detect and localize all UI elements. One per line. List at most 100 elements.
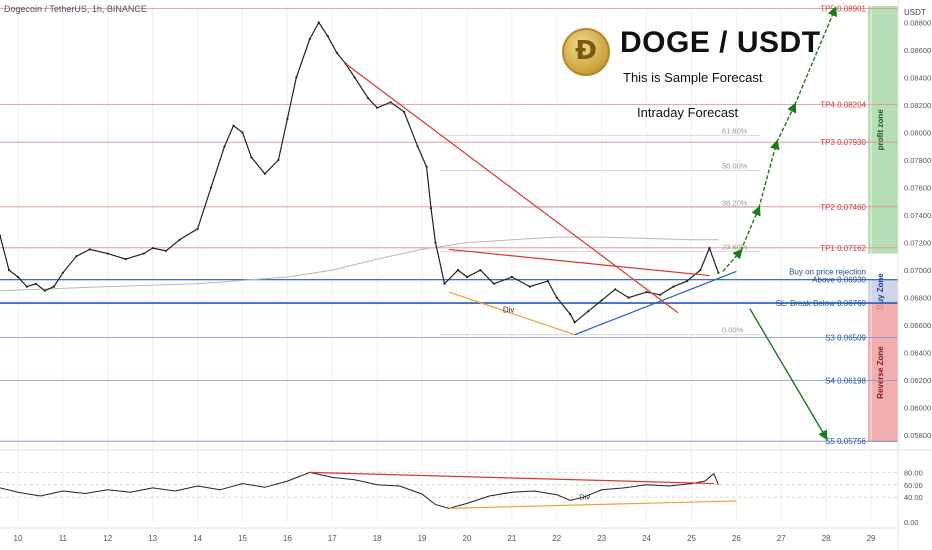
price-point [263, 172, 266, 175]
price-point [546, 280, 549, 283]
x-tick-11: 21 [507, 534, 516, 543]
price-point [403, 110, 406, 113]
y-tick-6: 0.07600 [904, 184, 931, 193]
price-point [317, 21, 320, 24]
price-point [573, 321, 576, 324]
x-tick-0: 10 [14, 534, 23, 543]
price-point [627, 296, 630, 299]
price-layer [0, 21, 720, 324]
rsi-tick-0: 80.00 [904, 468, 923, 477]
level-label-6: SL: Break Below 0.06760 [776, 299, 867, 308]
price-point [241, 131, 244, 134]
y-tick-3: 0.08200 [904, 101, 931, 110]
forecast-up-arrow-4 [794, 6, 837, 106]
price-point [510, 275, 513, 279]
rsi-tick-1: 60.00 [904, 481, 923, 490]
price-point [25, 285, 28, 288]
y-tick-12: 0.06400 [904, 349, 931, 358]
level-label-7: S3 0.06509 [825, 334, 866, 343]
x-tick-19: 29 [867, 534, 876, 543]
x-tick-15: 25 [687, 534, 696, 543]
y-tick-9: 0.07000 [904, 266, 931, 275]
zone-0 [868, 6, 898, 254]
x-tick-3: 13 [148, 534, 157, 543]
price-point [492, 282, 495, 285]
price-point [465, 275, 469, 279]
price-point [587, 310, 590, 313]
x-axis: 10 11 12 13 14 15 16 17 18 19 20 21 22 23 24 25 26 27 28 29 [0, 527, 898, 543]
price-point [425, 165, 428, 168]
price-point [367, 97, 370, 100]
rsi-panel: 80.00 60.00 40.00 0.00 Div [0, 449, 932, 527]
divergence-line [448, 291, 575, 336]
level-label-2: TP3 0.07930 [820, 138, 866, 147]
price-point [124, 258, 127, 261]
price-point [61, 271, 64, 274]
price-point [443, 282, 446, 285]
price-point [569, 313, 572, 316]
price-point [434, 241, 437, 244]
price-point [717, 271, 720, 274]
resistance-line [448, 248, 710, 277]
zone-label-0: profit zone [876, 109, 885, 150]
fib-layer: 61.80% 50.00% 38.20% 23.60% 0.00% [440, 126, 760, 336]
brand-subtitle: This is Sample Forecast [623, 70, 763, 85]
price-point [43, 289, 47, 292]
price-point [645, 291, 648, 294]
x-tick-6: 16 [283, 534, 292, 543]
dogecoin-logo-icon: Ð [562, 28, 610, 76]
price-point [614, 288, 617, 291]
price-unit: USDT [904, 8, 926, 17]
y-tick-14: 0.06000 [904, 404, 931, 413]
x-tick-13: 23 [597, 534, 606, 543]
price-point [600, 299, 603, 302]
price-point [708, 247, 711, 250]
y-tick-2: 0.08400 [904, 74, 931, 83]
rsi-bearish-line [309, 471, 714, 485]
y-tick-8: 0.07200 [904, 239, 931, 248]
support-trend-line [574, 270, 737, 336]
level-label-0: TP5 0.08901 [820, 5, 866, 14]
fib-label-0: 61.80% [722, 126, 748, 135]
level-label-3: TP2 0.07460 [820, 203, 866, 212]
brand-title: DOGE / USDT [620, 26, 821, 59]
x-tick-9: 19 [418, 534, 427, 543]
x-tick-18: 28 [822, 534, 831, 543]
price-point [286, 117, 289, 120]
x-tick-14: 24 [642, 534, 651, 543]
buy-rejection-label: Buy on price rejection [789, 267, 866, 276]
price-point [326, 35, 329, 38]
price-point [75, 255, 78, 258]
y-tick-1: 0.08600 [904, 46, 931, 55]
price-point [429, 207, 433, 210]
y-tick-7: 0.07400 [904, 211, 931, 220]
fib-label-1: 50.00% [722, 161, 748, 170]
x-tick-17: 27 [777, 534, 786, 543]
y-tick-13: 0.06200 [904, 376, 931, 385]
trend-layer: Div [345, 63, 737, 336]
rsi-bullish-line [448, 500, 737, 509]
price-line [0, 21, 719, 324]
y-tick-11: 0.06600 [904, 321, 931, 330]
level-label-8: S4 0.06198 [825, 376, 866, 385]
grid-layer [17, 6, 872, 522]
x-tick-12: 22 [552, 534, 561, 543]
y-tick-5: 0.07800 [904, 156, 931, 165]
brand-subtitle-2: Intraday Forecast [637, 105, 739, 120]
price-point [209, 186, 213, 189]
price-point [555, 296, 558, 299]
zone-1 [868, 279, 898, 304]
zone-label-2: Reverse Zone [876, 346, 885, 399]
price-point [142, 252, 145, 255]
x-tick-2: 12 [103, 534, 112, 543]
price-point [88, 248, 91, 251]
price-point [389, 101, 392, 104]
x-tick-16: 26 [732, 534, 741, 543]
price-point [308, 37, 311, 41]
div-label-rsi: Div [579, 493, 590, 502]
price-point [528, 285, 531, 288]
zones-layer: profit zone Buy Zone Reverse Zone [868, 6, 898, 442]
forecast-up-arrow-3 [776, 102, 797, 143]
x-tick-7: 17 [328, 534, 337, 543]
